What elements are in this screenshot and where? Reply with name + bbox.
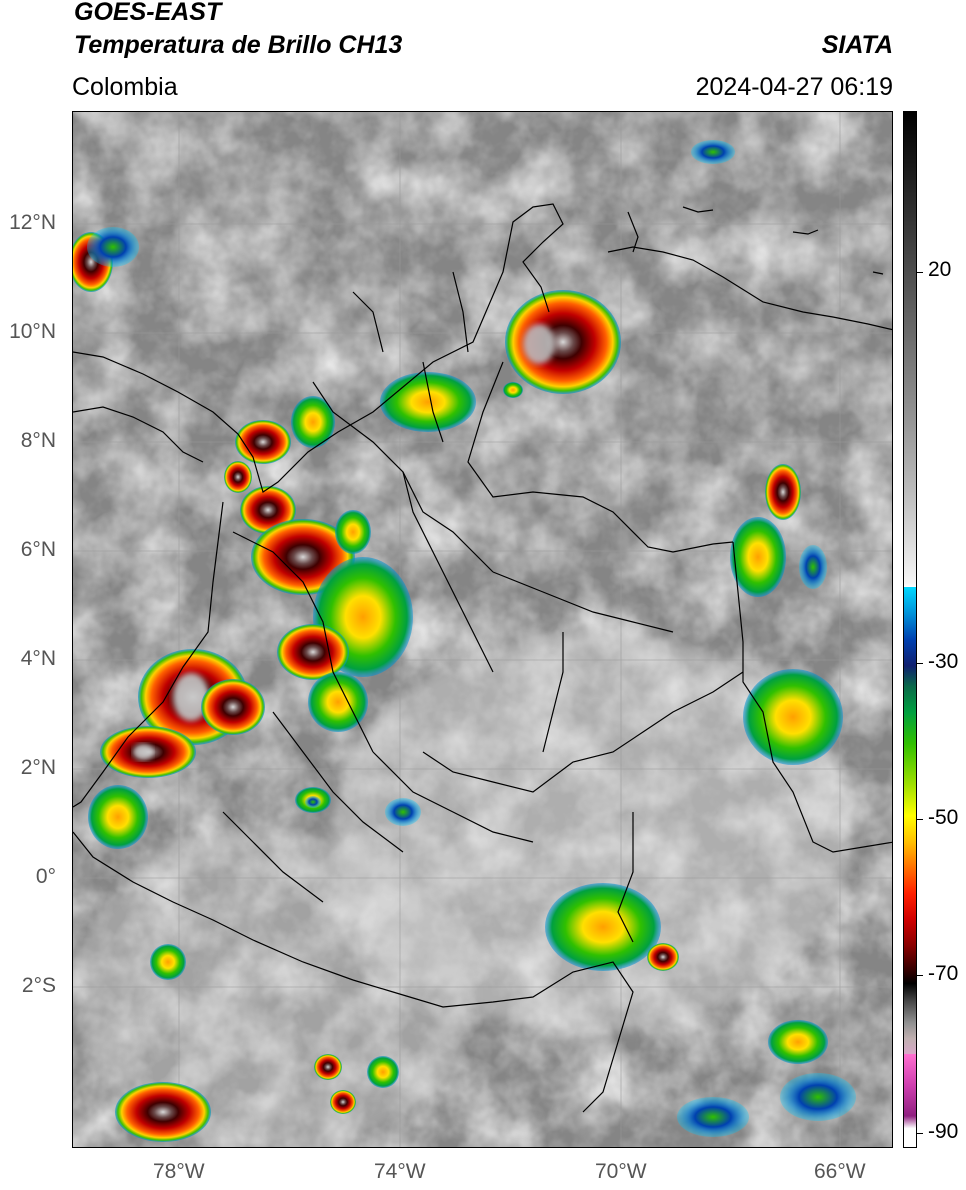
lon-label-74w: 74°W xyxy=(374,1160,426,1183)
colorbar-label-minus70: -70 xyxy=(928,962,959,985)
boundaries xyxy=(73,203,892,1113)
lat-label-8n: 8°N xyxy=(20,429,56,452)
lat-label-10n: 10°N xyxy=(9,320,56,343)
lat-label-12n: 12°N xyxy=(9,211,56,234)
lat-label-0: 0° xyxy=(35,865,56,888)
lat-label-4n: 4°N xyxy=(20,647,56,670)
title-line-1: GOES-EAST xyxy=(74,0,222,26)
satellite-map xyxy=(72,111,893,1148)
lon-label-70w: 70°W xyxy=(595,1160,647,1183)
title-line-2: Temperatura de Brillo CH13 xyxy=(74,31,403,59)
lon-label-78w: 78°W xyxy=(153,1160,205,1183)
colorbar-label-20: 20 xyxy=(928,258,952,281)
convective-clouds xyxy=(73,140,856,1142)
lon-label-66w: 66°W xyxy=(814,1160,866,1183)
brightness-temperature-image xyxy=(73,112,892,1147)
source-label: SIATA xyxy=(821,31,893,59)
lat-label-2n: 2°N xyxy=(20,756,56,779)
colorbar-label-minus90: -90 xyxy=(928,1120,959,1143)
lat-label-2s: 2°S xyxy=(21,974,56,997)
colorbar-label-minus50: -50 xyxy=(928,806,959,829)
region-label: Colombia xyxy=(72,73,178,101)
lat-label-6n: 6°N xyxy=(20,538,56,561)
colorbar-label-minus30: -30 xyxy=(928,650,959,673)
temperature-colorbar xyxy=(903,111,917,1148)
datetime-label: 2024-04-27 06:19 xyxy=(695,73,893,101)
